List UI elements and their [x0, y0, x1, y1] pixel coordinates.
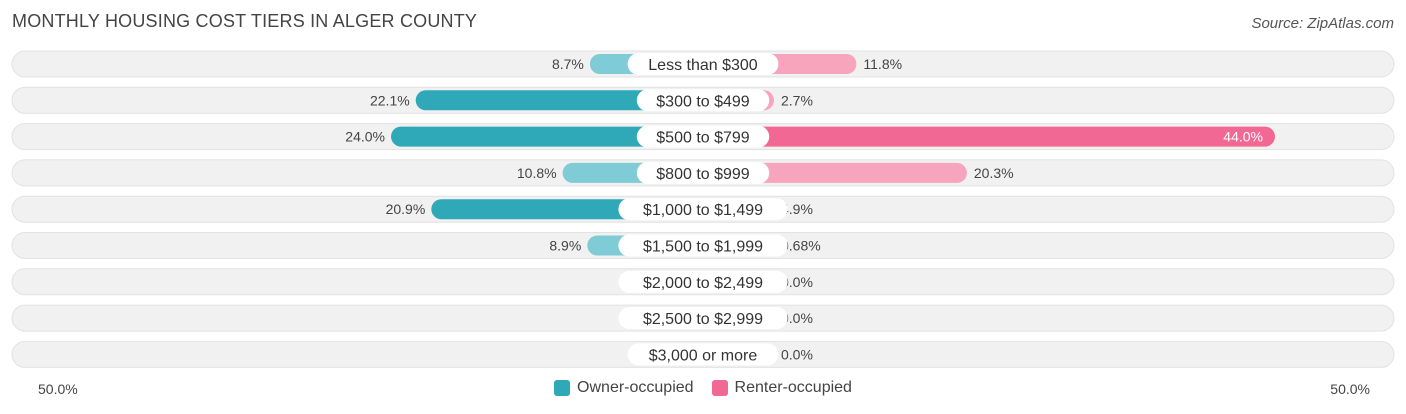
legend-item-renter: Renter-occupied — [711, 379, 852, 397]
legend: Owner-occupied Renter-occupied — [0, 379, 1406, 397]
value-label-renter: 0.0% — [781, 274, 813, 290]
category-pill — [618, 234, 788, 257]
value-label-renter: 2.7% — [781, 92, 813, 108]
value-label-owner: 10.8% — [517, 165, 557, 181]
legend-label-renter: Renter-occupied — [734, 379, 852, 396]
category-label: $300 to $499 — [656, 93, 750, 110]
value-label-renter: 44.0% — [1223, 129, 1263, 145]
chart-title: MONTHLY HOUSING COST TIERS IN ALGER COUN… — [12, 11, 478, 31]
category-pill — [636, 125, 770, 148]
category-pill — [636, 89, 770, 112]
category-label: $2,000 to $2,499 — [643, 275, 763, 292]
value-label-owner: 24.0% — [345, 129, 385, 145]
value-label-owner: 22.1% — [370, 92, 410, 108]
value-label-renter: 0.0% — [781, 346, 813, 362]
legend-swatch-renter — [711, 380, 728, 396]
value-label-renter: 20.3% — [974, 165, 1014, 181]
category-pill — [627, 53, 779, 75]
value-label-renter: 0.0% — [781, 310, 813, 326]
value-label-renter: 11.8% — [863, 56, 902, 72]
bar-renter — [703, 162, 967, 183]
category-label: $2,500 to $2,999 — [643, 311, 763, 328]
category-pill — [636, 161, 770, 184]
legend-label-owner: Owner-occupied — [577, 379, 694, 396]
value-label-owner: 20.9% — [386, 201, 426, 217]
bar-owner — [415, 90, 703, 111]
category-pill — [627, 343, 779, 366]
bar-owner — [391, 126, 703, 147]
value-label-renter: 4.9% — [781, 201, 813, 217]
category-label: $1,000 to $1,499 — [643, 202, 763, 219]
category-label: $1,500 to $1,999 — [643, 239, 763, 256]
category-pill — [618, 307, 788, 330]
value-label-owner: 8.9% — [549, 238, 581, 254]
bar-renter — [703, 126, 1275, 147]
category-label: Less than $300 — [648, 57, 758, 74]
axis-label-left: 50.0% — [38, 381, 78, 397]
value-label-renter: 0.68% — [781, 238, 821, 254]
value-label-owner: 8.7% — [552, 56, 584, 72]
legend-item-owner: Owner-occupied — [554, 379, 694, 397]
category-label: $800 to $999 — [656, 166, 750, 183]
chart-source: Source: ZipAtlas.com — [1251, 15, 1394, 32]
category-label: $500 to $799 — [656, 130, 750, 147]
category-pill — [618, 198, 788, 221]
legend-swatch-owner — [554, 380, 571, 396]
category-label: $3,000 or more — [649, 347, 758, 364]
axis-label-right: 50.0% — [1330, 381, 1370, 397]
category-pill — [618, 270, 788, 293]
